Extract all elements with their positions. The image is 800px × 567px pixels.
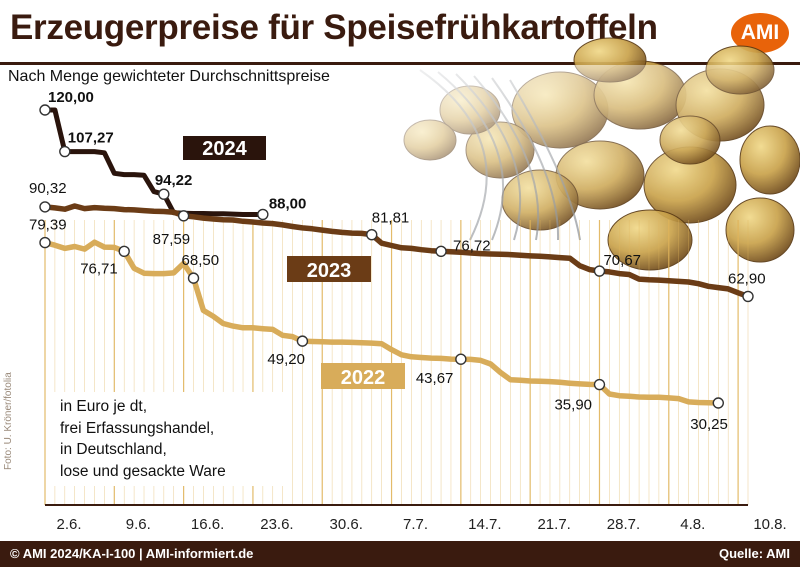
- data-label: 70,67: [603, 252, 641, 269]
- series-label-badge: [287, 256, 371, 282]
- data-point-marker: [712, 397, 724, 409]
- data-point-marker: [59, 145, 71, 158]
- footer: © AMI 2024/KA-I-100 | AMI-informiert.de …: [0, 541, 800, 567]
- data-label: 49,20: [267, 351, 305, 368]
- series-2022: 79,39 76,71 68,50 49,20 43,67 35,90 30,25 2022: [29, 217, 728, 433]
- data-point-marker: [593, 378, 606, 391]
- potato-photo: [330, 37, 800, 325]
- data-label: 90,32: [29, 180, 67, 197]
- x-tick-label: 9.6.: [126, 516, 151, 533]
- data-point-marker: [39, 236, 51, 249]
- series-label-badge: [321, 363, 405, 389]
- data-label: 81,81: [372, 210, 410, 227]
- data-label: 62,90: [728, 270, 766, 287]
- series-2023: 90,32 87,59 81,81 76,72 70,67 62,90 2023: [29, 180, 766, 303]
- data-label: 79,39: [29, 217, 67, 234]
- series-line-2024: [42, 107, 266, 217]
- data-point-marker: [158, 188, 170, 200]
- data-point-marker: [39, 201, 51, 213]
- header: Erzeugerpreise für Speisefrühkartoffeln …: [0, 0, 800, 62]
- series-2024: 120,00 107,27 94,22 88,00 2024: [39, 89, 307, 221]
- x-tick-label: 28.7.: [607, 516, 640, 533]
- note-line: in Euro je dt,: [60, 398, 148, 415]
- note-line: frei Erfassungshandel,: [60, 419, 215, 437]
- x-tick-label: 30.6.: [330, 516, 363, 533]
- series-label-2022: 2022: [341, 367, 386, 389]
- x-tick-label: 4.8.: [680, 516, 705, 533]
- x-tick-label: 16.6.: [191, 516, 224, 533]
- note-line: lose und gesackte Ware: [60, 462, 226, 480]
- data-point-marker: [257, 208, 269, 221]
- series-label-badge: [183, 136, 266, 160]
- data-label: 87,59: [153, 231, 191, 248]
- series-line-2022: [42, 239, 722, 406]
- unit-note: in Euro je dt, frei Erfassungshandel, in…: [52, 392, 286, 486]
- data-label: 30,25: [690, 416, 728, 433]
- x-axis: 2.6. 9.6. 16.6. 23.6. 30.6. 7.7. 14.7. 21.7. 28.…: [56, 516, 786, 533]
- photo-credit: Foto: U. Kröner/fotolia: [3, 372, 14, 470]
- data-label: 35,90: [554, 397, 592, 414]
- data-label: 88,00: [269, 195, 307, 212]
- data-label: 120,00: [48, 89, 94, 106]
- footer-copyright: © AMI 2024/KA-I-100 | AMI-informiert.de: [10, 546, 254, 561]
- data-point-marker: [187, 272, 200, 284]
- data-point-marker: [366, 228, 378, 241]
- data-point-marker: [118, 245, 130, 258]
- x-tick-label: 10.8.: [753, 516, 786, 533]
- series-layer: 120,00 107,27 94,22 88,00 2024 90,32 87,59 81,8…: [29, 89, 766, 433]
- series-label-2024: 2024: [202, 138, 247, 160]
- series-label-2023: 2023: [307, 260, 352, 282]
- x-tick-label: 2.6.: [56, 516, 81, 533]
- data-point-marker: [39, 104, 51, 116]
- photo-fade: [330, 65, 800, 325]
- data-label: 76,72: [453, 237, 491, 254]
- chart-title: Erzeugerpreise für Speisefrühkartoffeln: [10, 8, 658, 47]
- x-tick-label: 7.7.: [403, 516, 428, 533]
- x-tick-label: 23.6.: [260, 516, 293, 533]
- series-line-2023: [42, 203, 751, 300]
- data-point-marker: [177, 210, 190, 222]
- data-point-marker: [455, 353, 467, 365]
- data-label: 43,67: [416, 370, 454, 387]
- data-label: 68,50: [182, 252, 220, 269]
- data-point-marker: [593, 265, 606, 277]
- data-point-marker: [742, 290, 754, 303]
- chart-subtitle: Nach Menge gewichteter Durchschnittsprei…: [8, 68, 330, 85]
- x-tick-label: 21.7.: [537, 516, 570, 533]
- note-line: in Deutschland,: [60, 441, 167, 458]
- header-rule: [0, 62, 800, 65]
- data-point-marker: [435, 245, 447, 257]
- data-label: 94,22: [155, 172, 193, 189]
- data-label: 76,71: [80, 260, 118, 277]
- footer-source: Quelle: AMI: [718, 546, 790, 561]
- data-label: 107,27: [68, 130, 114, 147]
- x-tick-label: 14.7.: [468, 516, 501, 533]
- data-point-marker: [296, 335, 309, 347]
